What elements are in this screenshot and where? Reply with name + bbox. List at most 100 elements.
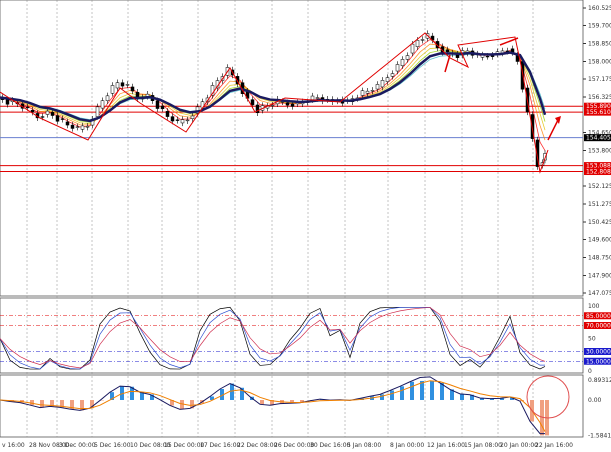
- oscillator-panel: [0, 297, 584, 374]
- macd-histogram-bar: [450, 389, 454, 400]
- oscillator-axis-label: 100: [588, 303, 600, 310]
- candle-body: [485, 55, 490, 58]
- candle-body: [170, 116, 175, 122]
- macd-histogram-bar: [70, 400, 74, 410]
- candle-body: [415, 40, 420, 47]
- macd-histogram-bar: [230, 383, 234, 400]
- y-axis-label: 149.600: [588, 236, 611, 243]
- candle-body: [250, 99, 255, 106]
- x-axis-label: 22 Dec 08:00: [237, 442, 278, 449]
- candle-body: [100, 100, 105, 109]
- price-tag: [584, 102, 611, 110]
- y-axis-label: 157.175: [588, 76, 611, 83]
- y-axis-label: 158.850: [588, 40, 611, 47]
- oscillator-tag: [584, 322, 611, 329]
- x-axis-label: 8 Jan 00:00: [390, 442, 424, 449]
- y-axis-label: 147.900: [588, 273, 611, 280]
- macd-histogram-bar: [260, 400, 264, 405]
- oscillator-tag-label: 85.0000: [586, 313, 611, 320]
- oscillator-tag: [584, 357, 611, 365]
- oscillator-tag: [584, 348, 611, 355]
- y-axis-label: 153.800: [588, 148, 611, 155]
- price-tag-label: 155.610: [586, 109, 611, 116]
- x-axis-label: 28 Nov 08:00: [29, 442, 70, 449]
- macd-histogram-bar: [510, 396, 514, 400]
- x-axis-label: 12 Jan 16:00: [427, 442, 465, 449]
- candle-body: [390, 73, 395, 77]
- candle-body: [310, 95, 315, 100]
- macd-histogram-bar: [300, 400, 304, 403]
- y-axis-label: 160.525: [588, 5, 611, 12]
- candle-body: [535, 139, 540, 167]
- candle-body: [50, 112, 55, 116]
- x-axis-label: 5 Jan 08:00: [347, 442, 381, 449]
- highlight-circle: [526, 375, 570, 419]
- candle-body: [115, 82, 120, 89]
- arrow-down: [444, 54, 451, 73]
- macd-axis-label: -1.5841: [588, 432, 611, 439]
- candle-body: [543, 153, 547, 161]
- oscillator-tag: [584, 312, 611, 320]
- y-axis-label: 148.750: [588, 255, 611, 262]
- oscillator-line: [0, 306, 546, 370]
- candle-body: [375, 84, 380, 90]
- candle-body: [165, 111, 170, 117]
- candle-body: [315, 97, 320, 99]
- macd-axis-label: 0.89312: [588, 377, 611, 384]
- macd-histogram-bar: [270, 400, 274, 406]
- x-axis-label: 15 Dec 00:00: [164, 442, 205, 449]
- candle-body: [130, 86, 135, 92]
- macd-histogram-bar: [290, 400, 294, 404]
- macd-histogram-bar: [40, 400, 44, 408]
- x-axis-label: 15 Jan 08:00: [464, 442, 502, 449]
- candle-body: [365, 90, 370, 94]
- candle-body: [85, 126, 90, 128]
- macd-histogram-bar: [480, 397, 484, 400]
- candle-body: [445, 49, 450, 53]
- candle-body: [110, 85, 115, 94]
- price-tag-label: 152.808: [586, 169, 611, 176]
- macd-histogram-bar: [540, 400, 544, 436]
- macd-histogram-bar: [460, 393, 464, 400]
- macd-histogram-bar: [410, 381, 414, 400]
- macd-histogram-bar: [60, 400, 64, 408]
- macd-histogram-bar: [90, 400, 94, 409]
- candle-body: [255, 104, 260, 114]
- macd-histogram-bar: [380, 394, 384, 400]
- macd-histogram-bar: [110, 392, 114, 400]
- macd-histogram-bar: [470, 394, 474, 400]
- candle-body: [290, 103, 295, 107]
- x-axis-label: v 16:00: [2, 442, 25, 449]
- y-axis-label: 152.125: [588, 183, 611, 190]
- macd-histogram-bar: [150, 394, 154, 400]
- candle-body: [370, 90, 375, 92]
- macd-histogram-bar: [390, 390, 394, 400]
- macd-histogram-bar: [80, 400, 84, 411]
- macd-panel: [0, 374, 584, 438]
- y-axis-label: 150.425: [588, 219, 611, 226]
- macd-histogram-bar: [50, 400, 54, 407]
- signal-line: [0, 380, 546, 432]
- oscillator-tag-label: 15.0000: [586, 358, 611, 365]
- oscillator-line: [0, 306, 546, 370]
- macd-histogram-bar: [220, 388, 224, 400]
- macd-histogram-bar: [210, 396, 214, 400]
- up-arrow: [547, 119, 559, 141]
- x-axis-label: 22 Jan 16:00: [535, 442, 573, 449]
- y-axis-label: 156.325: [588, 94, 611, 101]
- candle-body: [270, 104, 275, 107]
- x-axis-label: 20 Jan 00:00: [500, 442, 538, 449]
- candle-body: [285, 102, 290, 106]
- y-axis-label: 151.275: [588, 201, 611, 208]
- candle-body: [5, 99, 10, 105]
- x-axis-label: 5 Dec 16:00: [94, 442, 131, 449]
- candle-body: [160, 105, 165, 110]
- candle-body: [30, 109, 35, 113]
- candle-body: [185, 119, 190, 122]
- candle-body: [60, 118, 65, 120]
- candle-body: [360, 90, 365, 96]
- price-tag: [584, 134, 611, 142]
- candle-body: [395, 64, 400, 72]
